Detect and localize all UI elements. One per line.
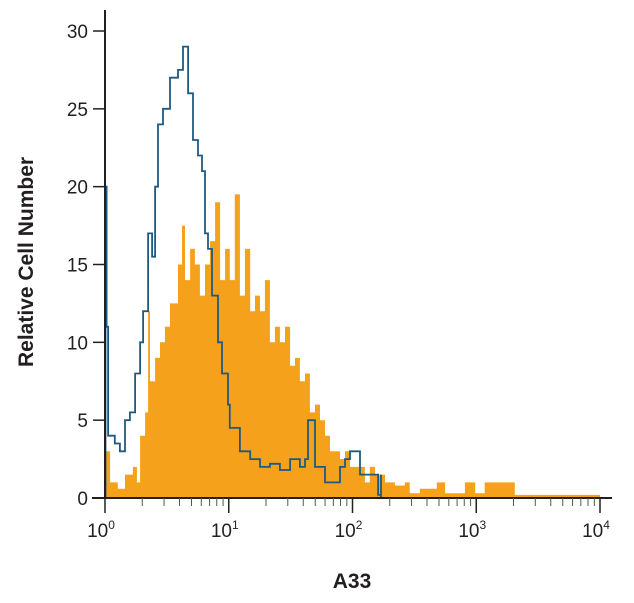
x-tick-label: 100 [87,518,115,542]
x-tick-base: 10 [87,521,108,542]
x-tick-label: 104 [582,518,610,542]
x-tick-label: 101 [211,518,239,542]
y-tick-label: 30 [67,22,88,43]
y-tick-label: 25 [67,100,88,121]
x-tick-base: 10 [211,521,232,542]
y-tick-label: 0 [77,489,88,510]
y-tick-label: 20 [67,178,88,199]
x-tick-exponent: 3 [479,518,486,532]
y-tick-label: 5 [77,411,88,432]
x-tick-label: 103 [458,518,486,542]
y-tick-label: 15 [67,256,88,277]
x-axis-title: A33 [333,570,372,593]
y-axis-title: Relative Cell Number [15,157,38,367]
y-tick-label: 10 [67,333,88,354]
x-tick-exponent: 0 [108,518,115,532]
control-histogram-line [104,45,382,499]
x-tick-exponent: 4 [603,518,610,532]
x-tick-base: 10 [582,521,603,542]
x-tick-exponent: 1 [232,518,239,532]
sample-histogram-area [105,194,600,498]
x-tick-base: 10 [458,521,479,542]
series-layer [104,45,600,499]
x-tick-label: 102 [335,518,363,542]
x-tick-exponent: 2 [356,518,363,532]
x-tick-base: 10 [335,521,356,542]
